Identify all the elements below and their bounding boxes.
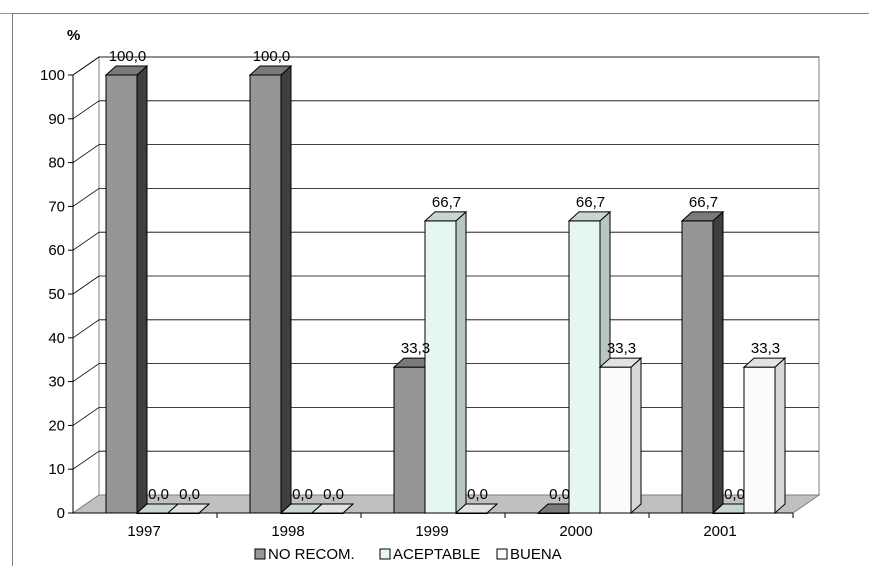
legend-label: BUENA: [510, 546, 562, 563]
legend-item: BUENA: [496, 546, 562, 563]
bar-top: [680, 211, 725, 222]
bar-front: [743, 366, 776, 514]
bar-side: [630, 357, 642, 515]
y-tick-label: 60: [48, 242, 65, 259]
bar: [104, 64, 149, 515]
data-label: 66,7: [689, 194, 718, 211]
bar-top: [104, 65, 149, 76]
data-label: 0,0: [467, 486, 488, 503]
legend-label: NO RECOM.: [268, 546, 355, 563]
y-tick-label: 30: [48, 374, 65, 391]
axes: 0 10 20 30 40 50 60 70 80 90 100% 1997 1998 1999 2000 2…: [40, 27, 794, 540]
data-label: 0,0: [724, 486, 745, 503]
y-tick-label: 20: [48, 417, 65, 434]
bar-front: [424, 220, 457, 514]
bar: [423, 210, 468, 515]
x-tick-label: 1998: [271, 523, 304, 540]
y-tick-label: 0: [57, 505, 65, 522]
bar-front: [393, 366, 426, 514]
legend-label: ACEPTABLE: [393, 546, 480, 563]
gridline-side: [72, 100, 100, 120]
data-label: 33,3: [751, 340, 780, 357]
data-label: 0,0: [549, 486, 570, 503]
gridline-side: [72, 144, 100, 163]
bar-front: [249, 74, 282, 514]
data-label: 100,0: [109, 48, 147, 65]
y-tick-label: 40: [48, 330, 65, 347]
bar: [248, 64, 293, 515]
gridline-side: [72, 450, 100, 470]
data-label: 0,0: [292, 486, 313, 503]
bar: [680, 210, 725, 515]
legend-item: NO RECOM.: [254, 546, 355, 563]
bar-side: [774, 357, 786, 515]
legend-item: ACEPTABLE: [379, 546, 480, 563]
data-label: 33,3: [607, 340, 636, 357]
legend-swatch: [496, 548, 508, 560]
bar-top: [567, 211, 612, 222]
x-tick-label: 1999: [415, 523, 448, 540]
data-label: 66,7: [432, 194, 461, 211]
bar-front: [568, 220, 601, 514]
gridline-side: [72, 56, 100, 76]
bar-top: [423, 211, 468, 222]
bar-side: [136, 64, 148, 515]
legend-swatch: [254, 548, 266, 560]
y-tick-label: 80: [48, 155, 65, 172]
gridline-side: [72, 231, 100, 251]
bar-front: [681, 220, 714, 514]
y-tick-label: 70: [48, 198, 65, 215]
bar-top: [598, 357, 643, 368]
bar-side: [280, 64, 292, 515]
gridline-side: [72, 363, 100, 382]
y-tick-label: 90: [48, 111, 65, 128]
legend: NO RECOM. ACEPTABLE BUENA: [254, 546, 562, 563]
bar-top: [248, 65, 293, 76]
data-label: 0,0: [148, 486, 169, 503]
y-tick-label: 50: [48, 286, 65, 303]
gridline-side: [72, 319, 100, 339]
y-tick-label: 100: [40, 67, 65, 84]
gridline-side: [72, 407, 100, 426]
bar-side: [712, 210, 724, 515]
data-label: 66,7: [576, 194, 605, 211]
data-labels: 100,0 0,0 0,0 100,0 0,0 0,0 33,3 66,7 0,0 0,0 66,7…: [109, 48, 780, 503]
bar: [598, 357, 643, 515]
bar-front: [105, 74, 138, 514]
data-label: 33,3: [401, 340, 430, 357]
data-label: 100,0: [253, 48, 291, 65]
bar-top: [742, 357, 787, 368]
x-tick-label: 2000: [559, 523, 592, 540]
data-label: 0,0: [323, 486, 344, 503]
bar: [742, 357, 787, 515]
bar-side: [455, 210, 467, 515]
data-label: 0,0: [179, 486, 200, 503]
chart-frame: [12, 13, 868, 566]
gridline-side: [72, 188, 100, 207]
y-axis-label: %: [67, 27, 80, 44]
y-tick-label: 10: [48, 461, 65, 478]
gridline-side: [72, 275, 100, 295]
legend-swatch: [379, 548, 391, 560]
x-tick-label: 2001: [703, 523, 736, 540]
bar-front: [599, 366, 632, 514]
x-tick-label: 1997: [127, 523, 160, 540]
